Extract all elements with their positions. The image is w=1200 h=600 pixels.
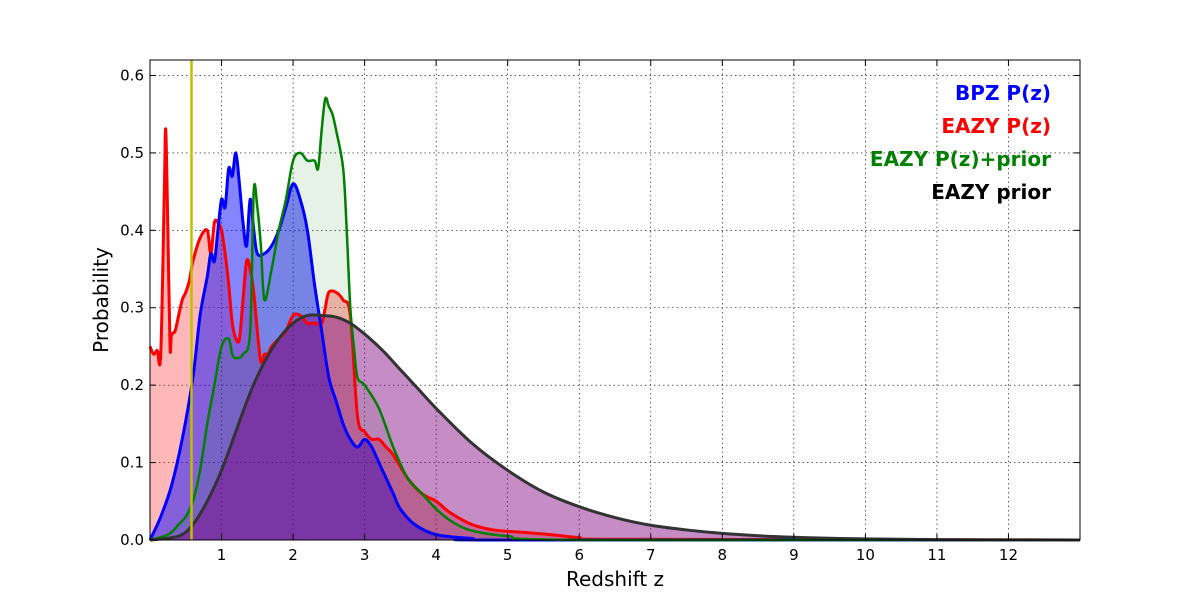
axis-ticks: 1 2 3 4 5 6 7 8 9 10 11 120.00.10.20.30.40.50.6: [120, 60, 1080, 564]
x-tick-label: 1: [217, 546, 227, 564]
y-axis-title: Probability: [89, 247, 113, 353]
x-tick-label: 10: [856, 546, 875, 564]
y-tick-label: 0.4: [120, 221, 144, 239]
x-tick-label: 2: [288, 546, 298, 564]
legend-entry-bpz-p-z: BPZ P(z): [955, 81, 1051, 105]
y-tick-label: 0.1: [120, 454, 144, 472]
x-tick-label: 4: [431, 546, 441, 564]
legend-entry-eazy-prior: EAZY prior: [931, 180, 1051, 204]
y-tick-label: 0.3: [120, 299, 144, 317]
eazy-prior-fill: [150, 314, 1080, 540]
legend-entry-eazy-p-z: EAZY P(z): [941, 114, 1051, 138]
x-tick-label: 11: [927, 546, 946, 564]
grid-lines: [150, 60, 1080, 540]
eazy-p-z-prior-fill: [150, 97, 1080, 540]
bpz-p-z-fill: [150, 152, 1080, 540]
y-tick-label: 0.6: [120, 66, 144, 84]
plot-frame: [149, 59, 1081, 541]
legend-entry-eazy-p-z-prior: EAZY P(z)+prior: [870, 147, 1051, 171]
x-tick-label: 12: [999, 546, 1018, 564]
series-lines: [148, 96, 1081, 542]
eazy-p-z-fill: [150, 128, 1080, 540]
y-tick-label: 0.5: [120, 144, 144, 162]
x-tick-label: 3: [360, 546, 370, 564]
y-tick-label: 0.0: [120, 531, 144, 549]
x-axis-title: Redshift z: [566, 567, 664, 591]
eazy-p-z-prior-line: [149, 96, 1080, 542]
x-tick-label: 9: [789, 546, 799, 564]
x-tick-label: 7: [646, 546, 656, 564]
x-tick-label: 6: [574, 546, 584, 564]
series-fills: [150, 97, 1080, 540]
x-tick-label: 5: [503, 546, 513, 564]
eazy-prior-line: [149, 313, 1081, 542]
x-tick-label: 8: [718, 546, 728, 564]
y-tick-label: 0.2: [120, 376, 144, 394]
legend: BPZ P(z) EAZY P(z) EAZY P(z)+prior EAZY pri…: [870, 81, 1051, 204]
